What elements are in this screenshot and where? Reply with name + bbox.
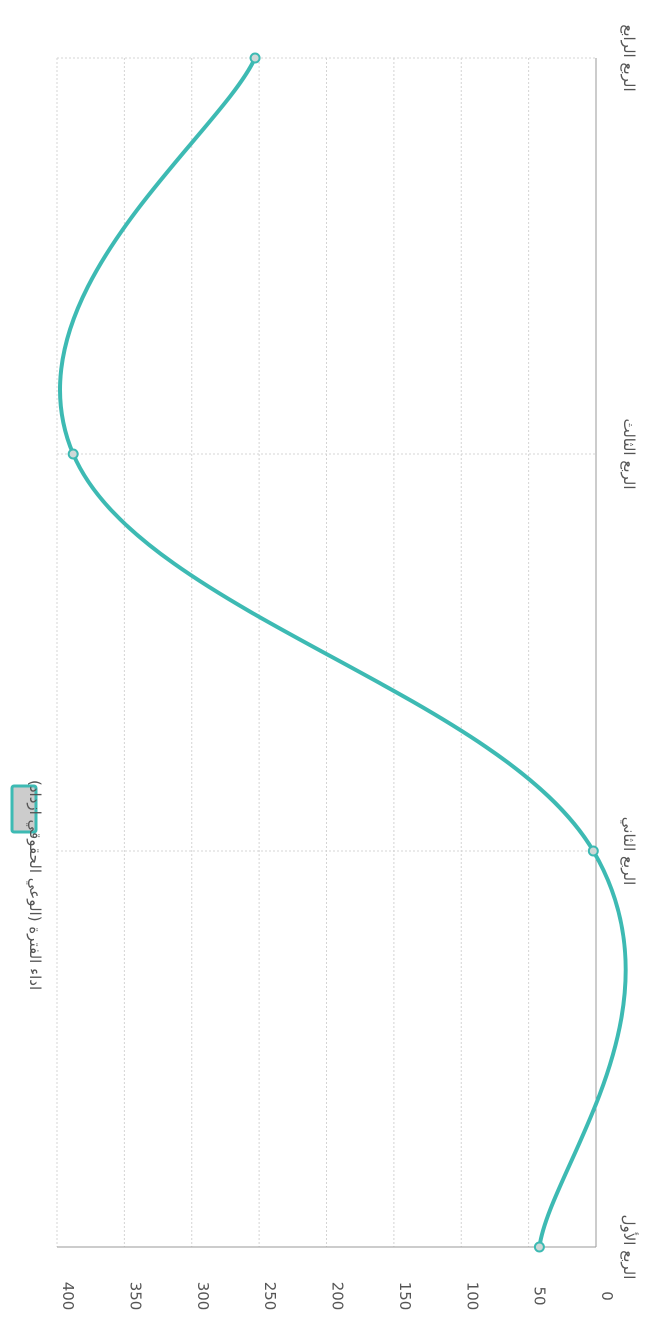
data-point[interactable] bbox=[249, 52, 261, 64]
legend-swatch bbox=[10, 784, 38, 834]
value-tick-label: 350 bbox=[126, 1282, 144, 1311]
value-tick-label: 150 bbox=[396, 1282, 414, 1311]
data-point[interactable] bbox=[67, 448, 79, 460]
data-point[interactable] bbox=[533, 1241, 545, 1253]
series-line bbox=[58, 56, 628, 1249]
legend: اداء الفترة (الوعي الحقوقي ازداد) bbox=[10, 780, 44, 990]
value-tick-label: 400 bbox=[59, 1282, 77, 1311]
category-tick-label: الربع الثالث bbox=[620, 418, 638, 489]
category-tick-label: الربع الرابع bbox=[620, 24, 638, 91]
series-layer bbox=[58, 52, 628, 1253]
legend-label: اداء الفترة (الوعي الحقوقي ازداد) bbox=[25, 780, 44, 990]
category-tick-label: الربع الأول bbox=[620, 1215, 639, 1280]
value-tick-label: 300 bbox=[194, 1282, 212, 1311]
value-tick-label: 50 bbox=[531, 1286, 549, 1305]
value-tick-label: 200 bbox=[329, 1282, 347, 1311]
category-tick-label: الربع الثاني bbox=[619, 817, 638, 885]
axes bbox=[57, 58, 597, 1248]
value-tick-label: 100 bbox=[463, 1282, 481, 1311]
value-tick-label: 250 bbox=[261, 1282, 279, 1311]
tick-labels: 0 50 100 150 200 250 300 350 400 الربع الأول الربع… bbox=[59, 24, 639, 1310]
data-point[interactable] bbox=[587, 845, 599, 857]
value-tick-label: 0 bbox=[598, 1291, 616, 1301]
